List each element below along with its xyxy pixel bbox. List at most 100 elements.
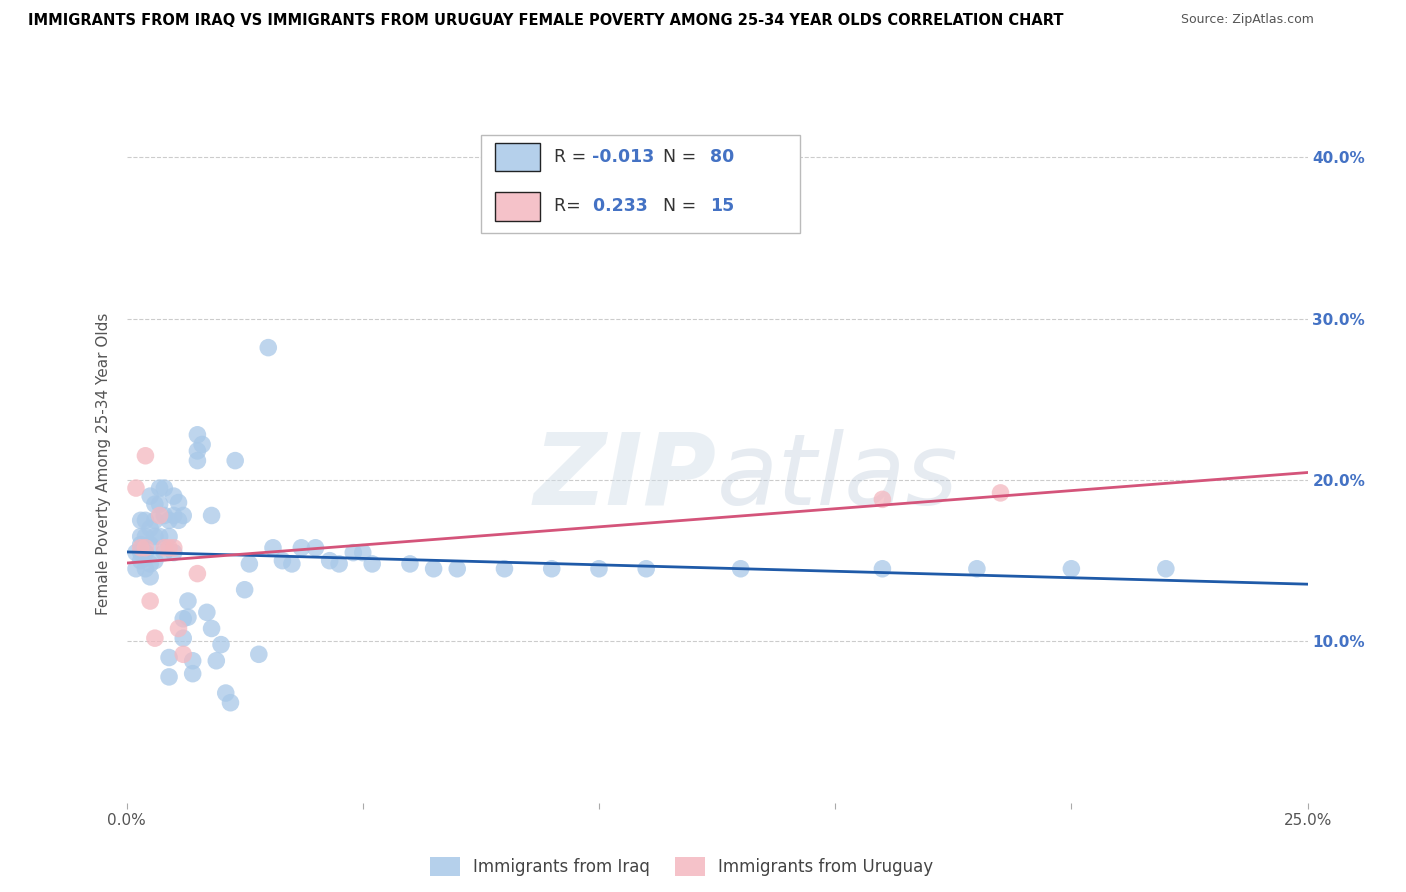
- Point: [172, 508, 194, 523]
- Point: [129, 554, 152, 568]
- Point: [872, 492, 894, 507]
- Point: [153, 541, 176, 555]
- Point: [172, 612, 194, 626]
- Point: [177, 610, 200, 624]
- Point: [167, 622, 190, 636]
- Text: atlas: atlas: [717, 429, 959, 526]
- Text: 80: 80: [710, 148, 734, 166]
- Point: [186, 566, 208, 581]
- Point: [172, 631, 194, 645]
- Point: [157, 529, 180, 543]
- Point: [238, 557, 260, 571]
- Point: [129, 537, 152, 551]
- Point: [1154, 562, 1177, 576]
- Point: [399, 557, 422, 571]
- Point: [636, 562, 658, 576]
- Point: [157, 650, 180, 665]
- Point: [139, 594, 162, 608]
- Point: [167, 513, 190, 527]
- Point: [186, 427, 208, 442]
- Text: 15: 15: [710, 197, 734, 215]
- Text: R =: R =: [554, 148, 592, 166]
- Point: [157, 541, 180, 555]
- Point: [352, 546, 374, 560]
- Point: [139, 521, 162, 535]
- Point: [149, 508, 172, 523]
- Point: [209, 638, 232, 652]
- Point: [177, 594, 200, 608]
- Text: N =: N =: [652, 148, 702, 166]
- FancyBboxPatch shape: [495, 143, 540, 171]
- Point: [219, 696, 242, 710]
- Point: [540, 562, 562, 576]
- Point: [129, 513, 152, 527]
- FancyBboxPatch shape: [481, 135, 800, 234]
- Point: [157, 513, 180, 527]
- Point: [181, 654, 204, 668]
- Point: [129, 541, 152, 555]
- Point: [134, 562, 156, 576]
- Point: [139, 570, 162, 584]
- Point: [195, 605, 218, 619]
- Point: [872, 562, 894, 576]
- Y-axis label: Female Poverty Among 25-34 Year Olds: Female Poverty Among 25-34 Year Olds: [96, 313, 111, 615]
- Point: [361, 557, 384, 571]
- Point: [200, 508, 222, 523]
- Point: [233, 582, 256, 597]
- Point: [215, 686, 238, 700]
- Point: [143, 554, 166, 568]
- Point: [129, 546, 152, 560]
- Point: [328, 557, 350, 571]
- Point: [186, 444, 208, 458]
- Point: [588, 562, 610, 576]
- Point: [134, 546, 156, 560]
- Point: [125, 481, 148, 495]
- Point: [163, 546, 186, 560]
- Point: [257, 341, 280, 355]
- Point: [281, 557, 304, 571]
- Point: [966, 562, 988, 576]
- Point: [446, 562, 468, 576]
- Text: ZIP: ZIP: [534, 429, 717, 526]
- Point: [153, 481, 176, 495]
- Point: [224, 453, 246, 467]
- Point: [139, 557, 162, 571]
- FancyBboxPatch shape: [495, 192, 540, 220]
- Text: IMMIGRANTS FROM IRAQ VS IMMIGRANTS FROM URUGUAY FEMALE POVERTY AMONG 25-34 YEAR : IMMIGRANTS FROM IRAQ VS IMMIGRANTS FROM …: [28, 13, 1063, 29]
- Point: [205, 654, 228, 668]
- Point: [149, 481, 172, 495]
- Point: [153, 546, 176, 560]
- Point: [153, 508, 176, 523]
- Point: [304, 541, 326, 555]
- Point: [125, 546, 148, 560]
- Point: [139, 489, 162, 503]
- Point: [186, 453, 208, 467]
- Text: Source: ZipAtlas.com: Source: ZipAtlas.com: [1181, 13, 1315, 27]
- Text: N =: N =: [652, 197, 702, 215]
- Point: [163, 541, 186, 555]
- Point: [181, 666, 204, 681]
- Point: [149, 529, 172, 543]
- Point: [167, 495, 190, 509]
- Point: [172, 648, 194, 662]
- Point: [139, 537, 162, 551]
- Point: [143, 529, 166, 543]
- Point: [163, 508, 186, 523]
- Point: [134, 529, 156, 543]
- Point: [422, 562, 444, 576]
- Point: [125, 562, 148, 576]
- Point: [247, 648, 270, 662]
- Point: [134, 449, 156, 463]
- Point: [163, 489, 186, 503]
- Point: [134, 513, 156, 527]
- Point: [262, 541, 284, 555]
- Point: [200, 622, 222, 636]
- Text: R=: R=: [554, 197, 586, 215]
- Point: [318, 554, 340, 568]
- Point: [143, 631, 166, 645]
- Point: [1060, 562, 1083, 576]
- Point: [149, 497, 172, 511]
- Point: [494, 562, 516, 576]
- Point: [990, 486, 1012, 500]
- Point: [342, 546, 364, 560]
